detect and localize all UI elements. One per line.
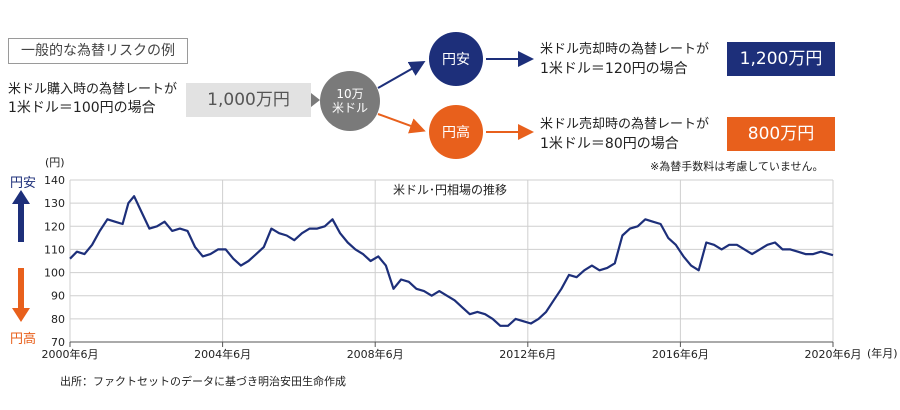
y-tick-label: 110 — [44, 243, 65, 256]
series-line — [69, 195, 834, 327]
chart-title: 米ドル･円相場の推移 — [393, 183, 507, 197]
arrow-up-icon — [12, 190, 30, 242]
y-tick-label: 120 — [44, 220, 65, 233]
arrow-to-weak-icon — [377, 113, 426, 134]
yen-weak-side-label: 円安 — [10, 176, 37, 191]
arrow-right-icon — [311, 93, 320, 107]
sell-rate-line1: 米ドル売却時の為替レートが — [540, 117, 710, 132]
result-box-gain: 1,200万円 — [727, 42, 835, 76]
fx-line-chart: (円) 米ドル･円相場の推移 (年月) 70 80 90 100 110 120 130 14… — [42, 156, 898, 361]
y-tick-label: 100 — [44, 267, 65, 280]
arrow-down-icon — [12, 268, 30, 322]
section-label: 一般的な為替リスクの例 — [8, 38, 188, 64]
arrow-to-strong-icon — [377, 61, 426, 89]
y-tick-label: 70 — [51, 336, 65, 349]
fee-note: ※為替手数料は考慮していません。 — [650, 160, 824, 173]
x-tick-label: 2012年6月 — [499, 347, 556, 361]
x-tick-label: 2000年6月 — [42, 347, 99, 361]
y-tick-label: 130 — [44, 197, 65, 210]
x-tick-label: 2020年6月 — [805, 347, 862, 361]
yen-strong-side-label: 円高 — [10, 332, 37, 347]
yen-weak-circle: 円安 — [429, 32, 483, 86]
side-arrows — [12, 190, 30, 322]
sell-rate-line2: 1米ドル＝80円の場合 — [540, 136, 679, 152]
usd-amount-label: 10万 — [336, 87, 364, 101]
usd-unit-label: 米ドル — [331, 101, 368, 115]
result-box-loss: 800万円 — [727, 117, 835, 151]
amount-box: 1,000万円 — [186, 83, 311, 117]
sell-rate-line1: 米ドル売却時の為替レートが — [540, 42, 710, 57]
sell-rate-line2: 1米ドル＝120円の場合 — [540, 61, 688, 77]
x-tick-label: 2016年6月 — [652, 347, 709, 361]
y-tick-label: 80 — [51, 313, 65, 326]
x-tick-label: 2008年6月 — [347, 347, 404, 361]
x-tick-label: 2004年6月 — [194, 347, 251, 361]
x-unit-label: (年月) — [867, 346, 898, 360]
buy-rate-line2: 1米ドル＝100円の場合 — [8, 100, 156, 116]
source-note: 出所：ファクトセットのデータに基づき明治安田生命作成 — [60, 375, 346, 388]
y-tick-label: 90 — [51, 290, 65, 303]
y-unit-label: (円) — [45, 156, 65, 169]
usd-amount-circle: 10万 米ドル — [320, 71, 380, 131]
y-tick-label: 140 — [44, 174, 65, 187]
yen-strong-circle: 円高 — [429, 105, 483, 159]
buy-rate-line1: 米ドル購入時の為替レートが — [8, 82, 178, 97]
